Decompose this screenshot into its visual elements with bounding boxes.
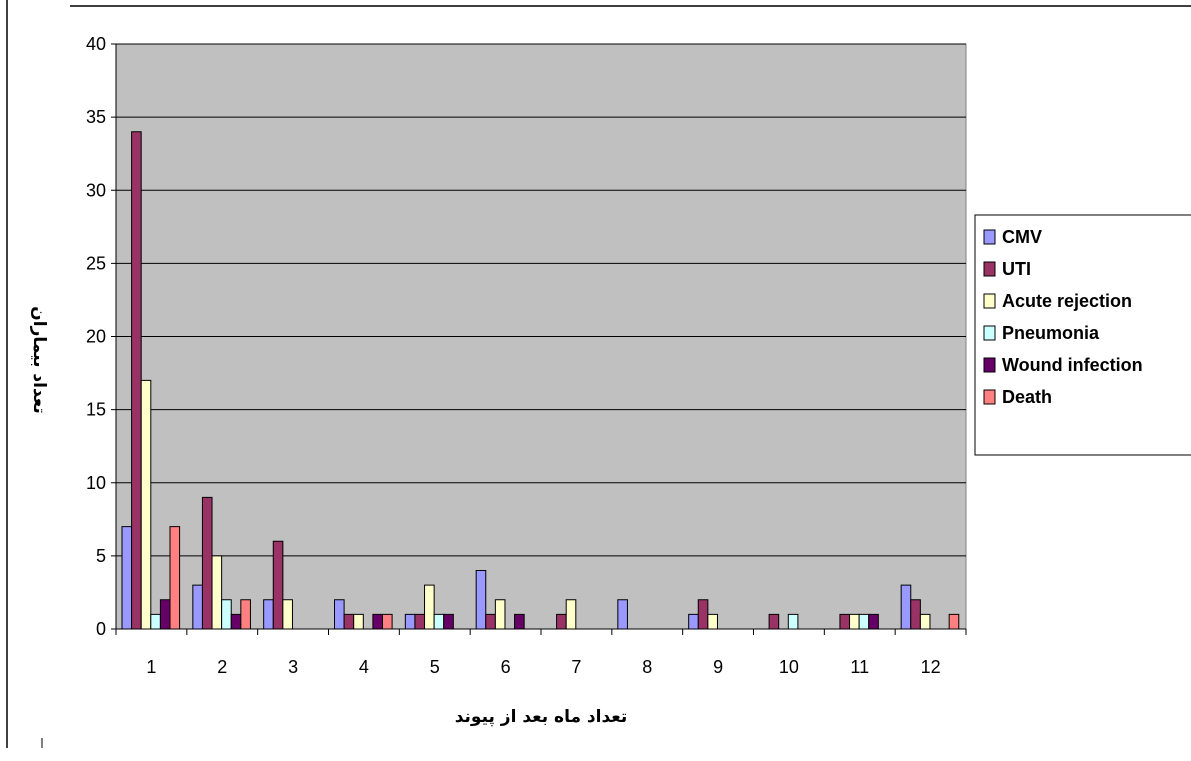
x-tick-label: 3	[288, 657, 298, 677]
bar-wound-infection-month-6	[514, 613, 525, 630]
bar-pneumonia-month-2	[221, 599, 232, 630]
bar-cmv-month-12	[900, 584, 912, 630]
y-tick-label: 25	[86, 253, 106, 273]
x-tick-label: 5	[430, 657, 440, 677]
x-tick-label: 1	[146, 657, 156, 677]
bar-acute-rejection-month-11	[849, 613, 860, 630]
bar-uti-month-9	[697, 599, 709, 630]
bar-acute-rejection-month-6	[494, 599, 506, 630]
y-tick-label: 35	[86, 107, 106, 127]
bar-pneumonia-month-10	[787, 613, 799, 630]
y-tick-label: 20	[86, 327, 106, 347]
x-tick-label: 11	[850, 657, 869, 677]
legend-swatch	[983, 357, 996, 373]
x-tick-label: 12	[921, 657, 941, 677]
bar-wound-infection-month-11	[868, 613, 879, 630]
x-tick-label: 4	[359, 657, 369, 677]
bar-uti-month-12	[910, 599, 921, 630]
legend-label: Pneumonia	[1002, 323, 1100, 343]
bars	[121, 131, 960, 630]
bar-cmv-month-2	[192, 584, 203, 630]
bar-uti-month-1	[131, 131, 142, 630]
bar-uti-month-10	[768, 613, 780, 630]
bar-death-month-1	[169, 526, 181, 630]
legend-label: CMV	[1002, 227, 1042, 247]
bar-pneumonia-month-11	[858, 613, 870, 630]
bar-uti-month-7	[556, 613, 567, 630]
legend-box	[974, 214, 1191, 456]
bar-wound-infection-month-4	[372, 613, 383, 630]
x-tick-label: 2	[217, 657, 227, 677]
bar-uti-month-5	[414, 613, 426, 630]
y-tick-label: 5	[96, 546, 106, 566]
legend-label: Death	[1002, 387, 1052, 407]
legend: CMV UTI Acute rejection Pneumonia Wound infe…	[974, 214, 1191, 456]
bar-cmv-month-4	[334, 599, 345, 630]
bar-wound-infection-month-1	[159, 599, 171, 630]
bar-acute-rejection-month-3	[282, 599, 293, 630]
y-tick-label: 0	[96, 619, 106, 639]
bar-death-month-2	[240, 599, 251, 630]
x-tick-label: 10	[779, 657, 799, 677]
bar-acute-rejection-month-12	[919, 613, 931, 630]
bar-cmv-month-6	[475, 570, 487, 630]
bar-acute-rejection-month-1	[140, 379, 152, 630]
legend-label: UTI	[1002, 259, 1031, 279]
bar-cmv-month-9	[688, 613, 699, 630]
bar-acute-rejection-month-2	[211, 555, 223, 630]
bar-pneumonia-month-1	[150, 613, 161, 630]
bar-acute-rejection-month-7	[565, 599, 577, 630]
legend-swatch	[983, 293, 996, 309]
bar-uti-month-4	[343, 613, 355, 630]
bar-uti-month-3	[272, 540, 284, 630]
bar-pneumonia-month-5	[433, 613, 445, 630]
bar-death-month-12	[948, 613, 960, 630]
bar-wound-infection-month-5	[443, 613, 454, 630]
x-tick-label: 8	[642, 657, 652, 677]
x-tick-label: 9	[713, 657, 723, 677]
bar-uti-month-2	[201, 496, 213, 630]
bar-acute-rejection-month-4	[353, 613, 364, 630]
legend-label: Wound infection	[1002, 355, 1143, 375]
bar-uti-month-6	[485, 613, 496, 630]
bar-death-month-4	[382, 613, 393, 630]
legend-swatch	[983, 325, 996, 341]
x-tick-label: 6	[501, 657, 511, 677]
y-tick-label: 15	[86, 400, 106, 420]
bar-wound-infection-month-2	[230, 613, 242, 630]
legend-swatch	[983, 389, 996, 405]
bar-acute-rejection-month-5	[424, 584, 435, 630]
legend-swatch	[983, 229, 996, 245]
y-tick-label: 10	[86, 473, 106, 493]
x-tick-labels: 1 2 3 4 5 6 7 8 9 10 11 12	[115, 629, 967, 677]
legend-swatch	[983, 261, 996, 277]
bar-cmv-month-1	[121, 526, 133, 630]
y-tick-label: 30	[86, 180, 106, 200]
y-axis-title: تعداد بیماران	[29, 306, 49, 414]
bar-cmv-month-8	[617, 599, 628, 630]
bar-uti-month-11	[839, 613, 851, 630]
x-tick-label: 7	[571, 657, 581, 677]
bar-cmv-month-5	[404, 613, 416, 630]
bar-cmv-month-3	[263, 599, 274, 630]
y-tick-labels: 0 5 10 15 20 25 30 35 40	[86, 34, 116, 639]
legend-label: Acute rejection	[1002, 291, 1132, 311]
bar-acute-rejection-month-9	[707, 613, 718, 630]
gridlines	[116, 43, 966, 557]
x-axis-title: تعداد ماه بعد از پیوند	[455, 707, 628, 727]
y-tick-label: 40	[86, 34, 106, 54]
